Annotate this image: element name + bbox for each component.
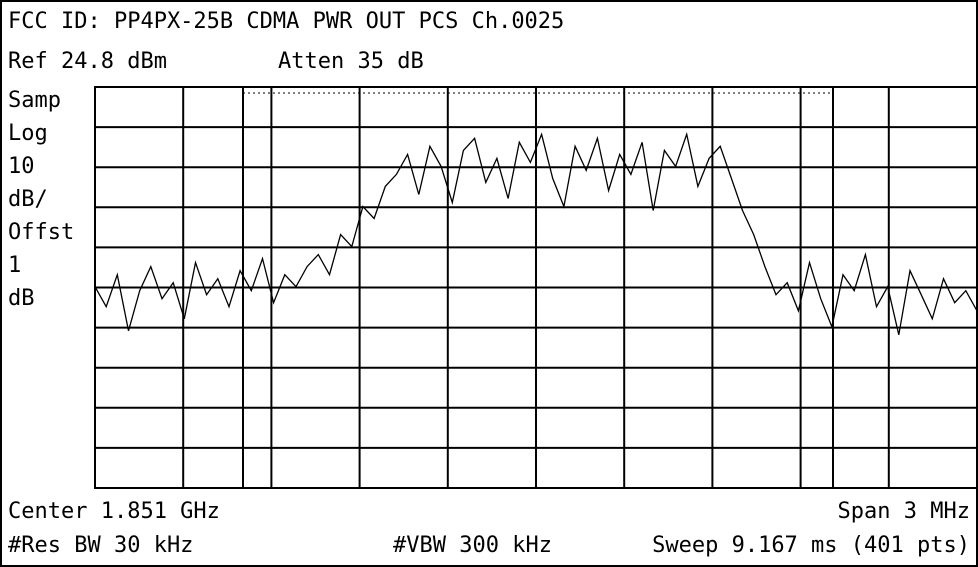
center-frequency: Center 1.851 GHz — [8, 499, 220, 524]
trace — [94, 131, 978, 335]
span: Span 3 MHz — [838, 499, 970, 524]
vbw: #VBW 300 kHz — [393, 533, 552, 558]
rbw: #Res BW 30 kHz — [8, 533, 193, 558]
side-label: Offst — [8, 220, 74, 245]
attenuation: Atten 35 dB — [278, 49, 424, 74]
side-label: 10 — [8, 154, 35, 179]
side-label: Samp — [8, 88, 61, 113]
side-label: Log — [8, 121, 48, 146]
side-label: dB/ — [8, 187, 48, 212]
sweep: Sweep 9.167 ms (401 pts) — [652, 533, 970, 558]
ref-level: Ref 24.8 dBm — [8, 49, 167, 74]
side-label: 1 — [8, 253, 21, 278]
side-label: dB — [8, 286, 35, 311]
title: FCC ID: PP4PX-25B CDMA PWR OUT PCS Ch.00… — [8, 9, 564, 34]
